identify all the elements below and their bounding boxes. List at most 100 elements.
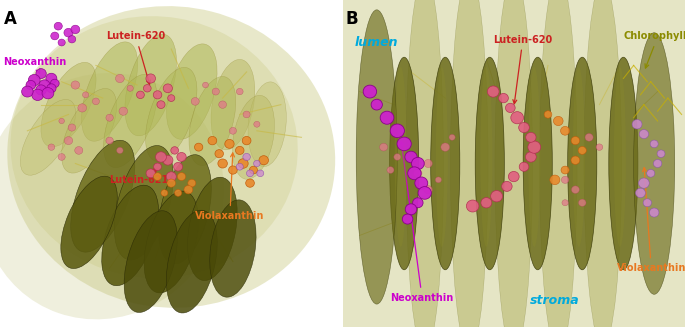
Ellipse shape — [523, 57, 552, 270]
Ellipse shape — [124, 211, 177, 313]
Ellipse shape — [136, 91, 145, 98]
Ellipse shape — [253, 160, 260, 167]
Ellipse shape — [229, 128, 236, 134]
Ellipse shape — [249, 166, 258, 174]
Ellipse shape — [177, 173, 186, 181]
Ellipse shape — [395, 67, 407, 247]
Ellipse shape — [78, 104, 86, 112]
Ellipse shape — [46, 73, 57, 84]
Ellipse shape — [405, 151, 417, 163]
Ellipse shape — [210, 200, 256, 297]
Ellipse shape — [240, 0, 685, 327]
Ellipse shape — [356, 10, 397, 304]
Ellipse shape — [36, 69, 47, 78]
Ellipse shape — [68, 124, 76, 131]
Ellipse shape — [495, 0, 533, 327]
Ellipse shape — [243, 111, 250, 118]
Ellipse shape — [436, 67, 448, 247]
Ellipse shape — [236, 146, 244, 154]
Ellipse shape — [528, 141, 540, 153]
Ellipse shape — [58, 39, 65, 46]
Ellipse shape — [163, 84, 173, 93]
Ellipse shape — [232, 95, 275, 179]
Ellipse shape — [155, 152, 166, 162]
Ellipse shape — [561, 166, 569, 174]
Ellipse shape — [236, 88, 243, 95]
Ellipse shape — [451, 0, 488, 327]
Ellipse shape — [650, 140, 658, 148]
Ellipse shape — [424, 186, 432, 194]
Ellipse shape — [212, 88, 219, 95]
Ellipse shape — [64, 28, 73, 37]
Ellipse shape — [68, 36, 76, 43]
Ellipse shape — [82, 42, 138, 141]
Ellipse shape — [414, 169, 422, 177]
Ellipse shape — [51, 79, 59, 88]
Ellipse shape — [634, 33, 675, 294]
Ellipse shape — [64, 137, 73, 145]
Ellipse shape — [380, 111, 394, 124]
Ellipse shape — [125, 34, 177, 136]
Ellipse shape — [578, 199, 586, 206]
Ellipse shape — [166, 210, 217, 313]
Ellipse shape — [501, 181, 512, 191]
Ellipse shape — [171, 147, 179, 154]
Ellipse shape — [166, 172, 176, 181]
Ellipse shape — [584, 0, 621, 327]
Ellipse shape — [578, 146, 586, 154]
Ellipse shape — [92, 98, 99, 105]
Ellipse shape — [145, 67, 197, 162]
Ellipse shape — [106, 137, 113, 144]
Text: Lutein-621: Lutein-621 — [110, 169, 169, 185]
Ellipse shape — [195, 143, 203, 151]
Ellipse shape — [544, 111, 552, 118]
Ellipse shape — [8, 6, 335, 308]
Ellipse shape — [143, 85, 151, 92]
Ellipse shape — [571, 136, 580, 145]
Ellipse shape — [653, 160, 662, 167]
Text: Neoxanthin: Neoxanthin — [3, 58, 66, 73]
Ellipse shape — [638, 178, 649, 188]
Ellipse shape — [480, 67, 493, 247]
Text: Lutein-620: Lutein-620 — [106, 31, 165, 84]
Ellipse shape — [639, 129, 649, 139]
Ellipse shape — [379, 143, 388, 151]
Ellipse shape — [175, 190, 182, 196]
Ellipse shape — [441, 143, 449, 151]
Ellipse shape — [116, 74, 124, 83]
Ellipse shape — [26, 80, 36, 90]
Text: stroma: stroma — [530, 294, 580, 307]
Ellipse shape — [168, 95, 175, 101]
Ellipse shape — [82, 92, 89, 98]
Ellipse shape — [157, 101, 165, 109]
Ellipse shape — [146, 169, 155, 178]
Ellipse shape — [242, 136, 251, 145]
Ellipse shape — [371, 99, 382, 110]
Ellipse shape — [540, 0, 577, 327]
Ellipse shape — [253, 121, 260, 127]
Ellipse shape — [415, 177, 427, 189]
Ellipse shape — [573, 67, 585, 247]
Ellipse shape — [203, 82, 208, 88]
Ellipse shape — [424, 160, 432, 167]
Ellipse shape — [39, 80, 50, 90]
Text: B: B — [346, 10, 358, 28]
Ellipse shape — [643, 199, 651, 207]
Ellipse shape — [10, 16, 298, 278]
Ellipse shape — [632, 120, 642, 129]
Ellipse shape — [215, 150, 223, 158]
Ellipse shape — [562, 176, 569, 183]
Ellipse shape — [596, 144, 603, 150]
Ellipse shape — [402, 214, 413, 224]
Ellipse shape — [390, 57, 419, 270]
Ellipse shape — [406, 204, 416, 215]
Ellipse shape — [657, 150, 665, 157]
Ellipse shape — [47, 84, 56, 93]
Ellipse shape — [431, 57, 460, 270]
Ellipse shape — [506, 103, 515, 112]
Ellipse shape — [528, 67, 540, 247]
Ellipse shape — [259, 156, 269, 165]
Ellipse shape — [243, 153, 250, 161]
Ellipse shape — [167, 179, 175, 187]
Ellipse shape — [412, 198, 423, 208]
